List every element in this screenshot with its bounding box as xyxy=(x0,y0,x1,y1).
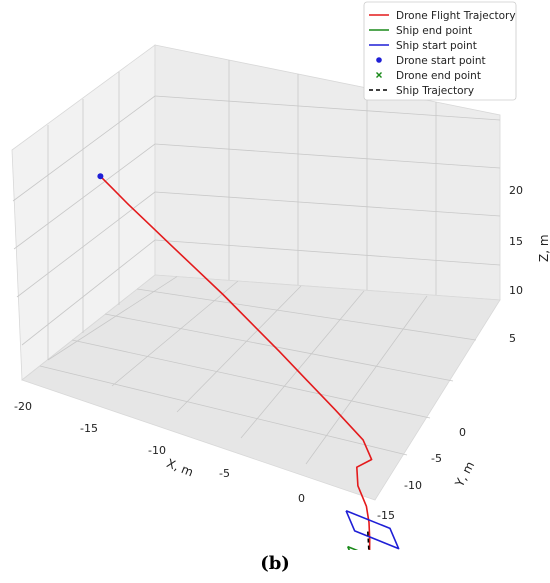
z-tick-label: 5 xyxy=(509,332,516,345)
z-tick-label: 10 xyxy=(509,284,523,297)
z-tick-labels: 5 10 15 20 xyxy=(509,184,523,345)
y-tick-labels: -15 -10 -5 0 xyxy=(377,426,466,522)
legend-swatch xyxy=(376,72,382,78)
x-tick-labels: -20 -15 -10 -5 0 xyxy=(14,400,305,505)
y-tick-label: 0 xyxy=(459,426,466,439)
drone-start-point-marker xyxy=(97,173,104,180)
legend-entry-label: Drone Flight Trajectory xyxy=(396,10,516,22)
x-tick-label: -5 xyxy=(219,467,230,480)
x-tick-label: 0 xyxy=(298,492,305,505)
y-tick-label: -15 xyxy=(377,509,395,522)
series-line-ship-end-point xyxy=(346,545,401,583)
z-tick-label: 15 xyxy=(509,235,523,248)
chart-3d-plot: -20 -15 -10 -5 0 -15 -10 -5 0 5 10 15 20… xyxy=(11,1,550,583)
grid-lines xyxy=(12,60,501,465)
legend-entry-label: Drone start point xyxy=(396,55,486,67)
z-tick-label: 20 xyxy=(509,184,523,197)
x-tick-label: -20 xyxy=(14,400,32,413)
x-axis-label: X, m xyxy=(165,456,196,479)
legend-box xyxy=(363,1,517,101)
legend-entry-label: Drone end point xyxy=(396,70,481,82)
x-tick-label: -15 xyxy=(80,422,98,435)
series-line-drone-flight-trajectory xyxy=(99,175,373,556)
legend-entry-label: Ship start point xyxy=(396,40,477,52)
legend-swatch xyxy=(376,57,382,63)
y-axis-label: Y, m xyxy=(452,459,477,490)
z-axis-label: Z, m xyxy=(537,234,550,262)
pane-floor xyxy=(21,274,501,501)
x-tick-label: -10 xyxy=(148,444,166,457)
legend-entry-label: Ship end point xyxy=(396,25,472,37)
y-tick-label: -10 xyxy=(404,479,422,492)
legend-entry-label: Ship Trajectory xyxy=(396,85,474,97)
legend: Drone Flight Trajectory Ship end point Shi… xyxy=(363,1,517,101)
y-tick-label: -5 xyxy=(431,452,442,465)
series-line-ship-trajectory xyxy=(367,531,371,563)
series-line-ship-start-point xyxy=(345,510,400,550)
figure-caption: (b) xyxy=(260,553,290,574)
